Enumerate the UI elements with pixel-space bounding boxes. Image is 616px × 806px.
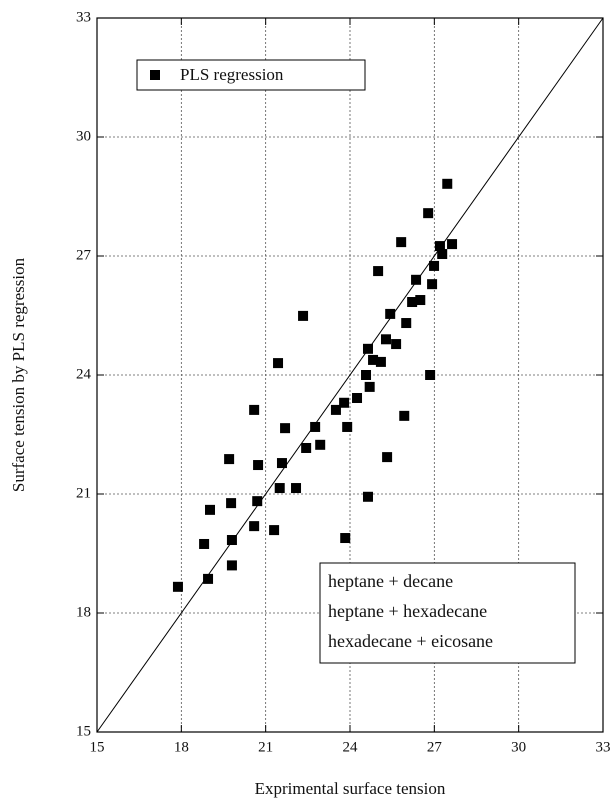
point [273, 358, 284, 369]
y-tick-label: 27 [76, 247, 92, 263]
y-tick-label: 33 [76, 9, 91, 25]
y-axis-label: Surface tension by PLS regression [9, 257, 28, 492]
point [298, 310, 309, 321]
point [224, 454, 235, 465]
x-tick-label: 18 [174, 739, 189, 755]
point [401, 318, 412, 329]
point [342, 421, 353, 432]
x-tick-label: 27 [427, 739, 443, 755]
x-tick-label: 33 [596, 739, 611, 755]
point [447, 239, 458, 250]
point [269, 525, 280, 536]
x-tick-label: 15 [90, 739, 105, 755]
point [276, 458, 287, 469]
point [330, 404, 341, 415]
point [339, 397, 350, 408]
point [352, 393, 363, 404]
note: hexadecane + eicosane [328, 631, 493, 651]
y-tick-label: 15 [76, 723, 91, 739]
plot-frame [96, 17, 604, 733]
point [364, 381, 375, 392]
point [226, 498, 237, 509]
point [368, 354, 379, 365]
point [249, 521, 260, 532]
point [373, 266, 384, 277]
point [385, 308, 396, 319]
point [361, 370, 372, 380]
point [252, 496, 263, 507]
point [340, 533, 351, 544]
legend-label: PLS regression [180, 65, 284, 84]
point [310, 421, 321, 432]
point [396, 237, 407, 248]
point [442, 178, 453, 189]
point [407, 297, 418, 308]
point [226, 560, 237, 571]
point [249, 404, 260, 415]
x-tick-label: 21 [258, 739, 273, 755]
point [226, 535, 237, 546]
point [415, 295, 426, 306]
point [411, 274, 422, 285]
notes-box [319, 562, 576, 664]
y-tick-label: 21 [76, 485, 91, 501]
point [362, 343, 373, 354]
point [362, 491, 373, 502]
x-tick-label: 30 [511, 739, 526, 755]
note: heptane + decane [328, 571, 453, 591]
point [437, 249, 448, 260]
point [399, 410, 410, 421]
point [205, 504, 216, 515]
x-tick-label: 24 [343, 739, 359, 755]
point [301, 442, 312, 453]
y-tick-label: 24 [76, 366, 92, 382]
y-tick-label: 30 [76, 128, 91, 144]
point [423, 208, 434, 219]
point [380, 334, 391, 345]
point [274, 483, 285, 494]
point [253, 460, 264, 471]
point [280, 423, 291, 434]
legend-marker [150, 70, 160, 80]
point [315, 439, 326, 450]
point [199, 538, 210, 549]
point [203, 573, 214, 584]
x-axis-label: Exprimental surface tension [255, 779, 446, 798]
point [172, 581, 183, 592]
legend-box [136, 59, 366, 91]
point [427, 279, 438, 290]
note: heptane + hexadecane [328, 601, 487, 621]
y-tick-label: 18 [76, 604, 91, 620]
point [391, 339, 402, 350]
identity-line [96, 17, 604, 733]
point [291, 483, 302, 494]
point [434, 241, 445, 252]
point [382, 452, 393, 463]
point [425, 370, 436, 380]
point [375, 356, 386, 367]
point [429, 260, 440, 271]
